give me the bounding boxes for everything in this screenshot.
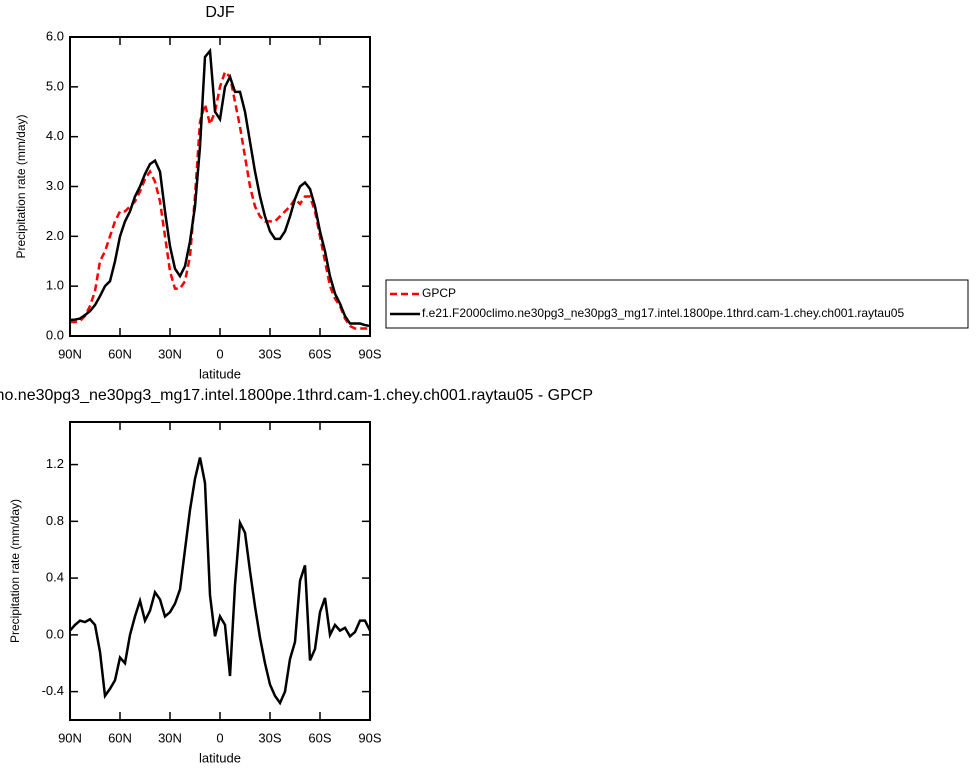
legend-label: GPCP <box>422 286 456 300</box>
x-tick-label: 30N <box>158 346 182 361</box>
x-tick-label: 90N <box>58 346 82 361</box>
y-tick-label: 1.0 <box>46 278 64 293</box>
x-tick-label: 0 <box>216 346 223 361</box>
x-tick-label: 60S <box>308 730 331 745</box>
y-tick-label: 0.0 <box>46 327 64 342</box>
y-tick-label: 1.2 <box>46 456 64 471</box>
x-tick-label: 90S <box>358 346 381 361</box>
plot-frame <box>69 421 371 721</box>
y-tick-label: 3.0 <box>46 178 64 193</box>
y-axis-label: Precipitation rate (mm/day) <box>14 114 28 258</box>
x-tick-label: 30S <box>258 730 281 745</box>
data-line <box>70 69 370 330</box>
x-tick-label: 60N <box>108 346 132 361</box>
x-axis-label: latitude <box>199 750 241 765</box>
x-tick-label: 30S <box>258 346 281 361</box>
x-tick-label: 60N <box>108 730 132 745</box>
y-tick-label: 5.0 <box>46 78 64 93</box>
y-tick-label: 0.0 <box>46 626 64 641</box>
data-line <box>69 457 372 706</box>
y-tick-label: 6.0 <box>46 28 64 43</box>
y-tick-label: 0.8 <box>46 513 64 528</box>
chart-title: DJF <box>205 4 235 21</box>
x-tick-label: 30N <box>158 730 182 745</box>
x-tick-label: 90S <box>358 730 381 745</box>
x-tick-label: 60S <box>308 346 331 361</box>
legend: GPCP f.e21.F2000climo.ne30pg3_ne30pg3_mg1… <box>385 279 969 329</box>
data-line <box>69 47 371 328</box>
y-tick-label: 4.0 <box>46 128 64 143</box>
y-axis-label: Precipitation rate (mm/day) <box>8 499 22 643</box>
legend-box <box>385 279 969 329</box>
y-tick-label: -0.4 <box>42 683 64 698</box>
x-tick-label: 0 <box>216 730 223 745</box>
x-tick-label: 90N <box>58 730 82 745</box>
plot-frame <box>69 36 371 337</box>
legend-label: f.e21.F2000climo.ne30pg3_ne30pg3_mg17.in… <box>422 306 904 320</box>
chart-title: f.e21.F2000climo.ne30pg3_ne30pg3_mg17.in… <box>0 387 593 404</box>
x-axis-label: latitude <box>199 366 241 381</box>
y-tick-label: 0.4 <box>46 570 64 585</box>
y-tick-label: 2.0 <box>46 228 64 243</box>
